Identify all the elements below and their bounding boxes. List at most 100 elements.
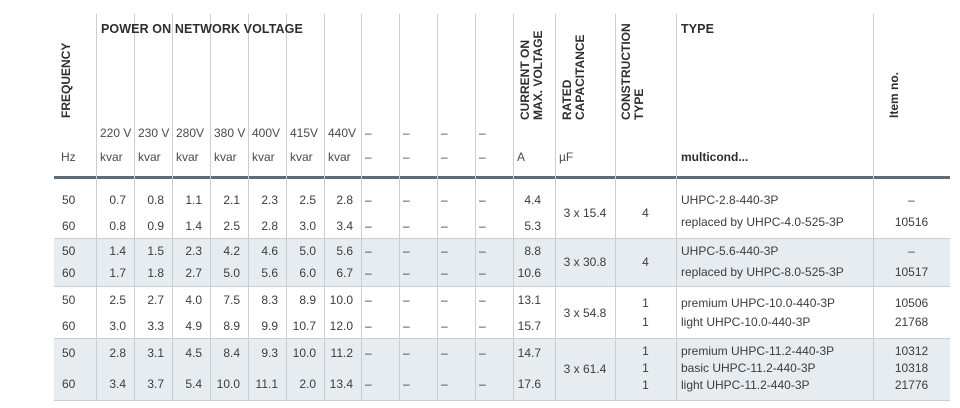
item-number: 10516 [894, 215, 929, 229]
power-value: 6.0 [299, 266, 316, 280]
construction-value: 4 [642, 255, 649, 269]
group-separator [54, 400, 950, 401]
current-value: 8.8 [524, 244, 541, 258]
construction-value: 4 [642, 206, 649, 220]
unit-kvar: kvar [176, 150, 199, 164]
power-value: – [441, 346, 448, 360]
power-value: 2.8 [261, 219, 278, 233]
item-number: 10312 [894, 344, 929, 358]
unit-kvar: kvar [214, 150, 237, 164]
type-value: UHPC-2.8-440-3P [681, 193, 779, 207]
power-value: 0.8 [147, 193, 164, 207]
group-separator [54, 286, 950, 287]
column-divider [555, 14, 556, 400]
unit-current: A [517, 150, 526, 164]
group-band-2 [54, 238, 950, 286]
item-number: 10506 [894, 296, 929, 310]
power-value: 3.7 [147, 377, 164, 391]
power-value: 3.4 [336, 219, 353, 233]
unit-kvar: kvar [328, 150, 351, 164]
power-value: 5.4 [185, 377, 202, 391]
row-frequency: 60 [62, 219, 76, 233]
item-number: – [908, 244, 915, 258]
type-value: replaced by UHPC-8.0-525-3P [681, 265, 844, 279]
voltage-label: 380 V [214, 126, 246, 140]
power-value: 12.0 [329, 319, 353, 333]
power-value: 2.7 [147, 293, 164, 307]
group-separator [54, 238, 950, 239]
column-divider [873, 14, 874, 400]
power-value: 2.0 [299, 377, 316, 391]
group-band-4 [54, 338, 950, 400]
item-number: 21768 [894, 315, 929, 329]
power-value: 3.1 [147, 346, 164, 360]
voltage-label: 230 V [138, 126, 170, 140]
power-value: 10.0 [216, 377, 240, 391]
column-divider [399, 14, 400, 400]
power-value: – [365, 377, 372, 391]
power-value: – [479, 319, 486, 333]
row-frequency: 60 [62, 266, 76, 280]
power-value: – [479, 346, 486, 360]
construction-value: 1 [642, 315, 649, 329]
voltage-label: – [441, 126, 448, 140]
power-value: 2.8 [336, 193, 353, 207]
power-value: 0.7 [109, 193, 126, 207]
power-value: 5.6 [336, 244, 353, 258]
power-value: – [441, 193, 448, 207]
column-divider [475, 14, 476, 400]
current-value: 14.7 [517, 346, 541, 360]
power-value: 2.1 [223, 193, 240, 207]
current-value: 4.4 [524, 193, 541, 207]
voltage-label: 415V [290, 126, 319, 140]
power-value: – [403, 244, 410, 258]
power-value: – [403, 266, 410, 280]
power-value: – [479, 266, 486, 280]
power-value: 1.1 [185, 193, 202, 207]
unit-kvar: kvar [138, 150, 161, 164]
capacitance-value: 3 x 15.4 [563, 206, 607, 220]
power-value: – [479, 377, 486, 391]
power-value: 4.5 [185, 346, 202, 360]
type-value: light UHPC-11.2-440-3P [681, 378, 810, 392]
row-frequency: 60 [62, 377, 76, 391]
voltage-label: 220 V [100, 126, 132, 140]
power-value: 2.5 [223, 219, 240, 233]
power-value: 11.1 [255, 377, 278, 391]
voltage-label: 440V [328, 126, 357, 140]
power-value: 5.0 [223, 266, 240, 280]
voltage-label: 280V [176, 126, 205, 140]
construction-value: 1 [642, 378, 649, 392]
column-divider [676, 14, 677, 400]
power-value: 10.0 [292, 346, 316, 360]
power-value: – [441, 293, 448, 307]
power-value: – [365, 244, 372, 258]
power-value: – [441, 266, 448, 280]
row-frequency: 50 [62, 346, 76, 360]
current-value: 5.3 [524, 219, 541, 233]
current-value: 13.1 [517, 293, 541, 307]
power-value: – [403, 377, 410, 391]
power-value: 4.0 [185, 293, 202, 307]
unit-kvar: kvar [100, 150, 123, 164]
power-value: 8.9 [299, 293, 316, 307]
current-header: CURRENT ON MAX. VOLTAGE [518, 30, 545, 120]
column-divider [513, 14, 514, 400]
power-value: 10.0 [329, 293, 353, 307]
column-divider [324, 14, 325, 400]
power-value: 5.0 [299, 244, 316, 258]
power-value: – [365, 346, 372, 360]
power-value: 2.7 [185, 266, 202, 280]
unit-capacitance: µF [559, 150, 574, 164]
construction-value: 1 [642, 296, 649, 310]
power-value: 3.0 [109, 319, 126, 333]
type-value: premium UHPC-10.0-440-3P [681, 296, 836, 310]
power-value: – [479, 293, 486, 307]
voltage-label: 400V [252, 126, 281, 140]
power-value: – [479, 219, 486, 233]
power-value: 4.2 [223, 244, 240, 258]
power-value: 10.7 [292, 319, 316, 333]
power-value: 0.8 [109, 219, 126, 233]
column-divider [437, 14, 438, 400]
power-value: 0.9 [147, 219, 164, 233]
